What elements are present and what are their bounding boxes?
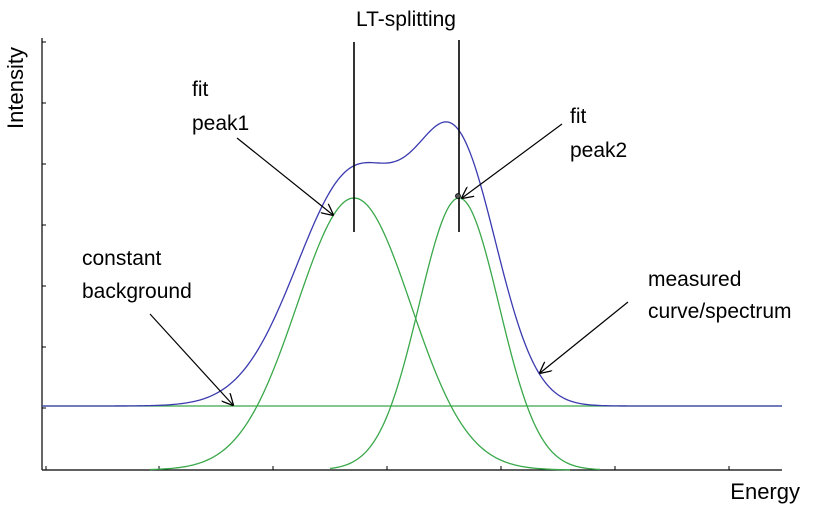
- diagram-title: LT-splitting: [356, 8, 456, 31]
- background-label-line2: background: [82, 280, 192, 303]
- measured-label-line1: measured: [648, 268, 741, 291]
- peak1-arrow: [236, 137, 333, 215]
- measured-arrow: [540, 301, 629, 373]
- peak2-arrow: [462, 123, 563, 198]
- peak1-label-line2: peak1: [192, 112, 249, 135]
- background-label-line1: constant: [82, 247, 162, 270]
- y-axis-label: Intensity: [3, 47, 28, 129]
- measured-label-line2: curve/spectrum: [648, 300, 792, 323]
- peak2-label-line1: fit: [570, 105, 587, 128]
- fit-peak2-curve: [329, 197, 601, 471]
- y-ticks: [42, 41, 46, 409]
- peak2-marker: [455, 193, 461, 199]
- measured-curve: [42, 121, 782, 407]
- peak2-label-line2: peak2: [570, 139, 627, 162]
- peak1-label-line1: fit: [192, 78, 209, 101]
- x-axis-label: Energy: [730, 479, 800, 504]
- fit-peak1-curve: [149, 197, 571, 471]
- background-arrow: [149, 313, 233, 405]
